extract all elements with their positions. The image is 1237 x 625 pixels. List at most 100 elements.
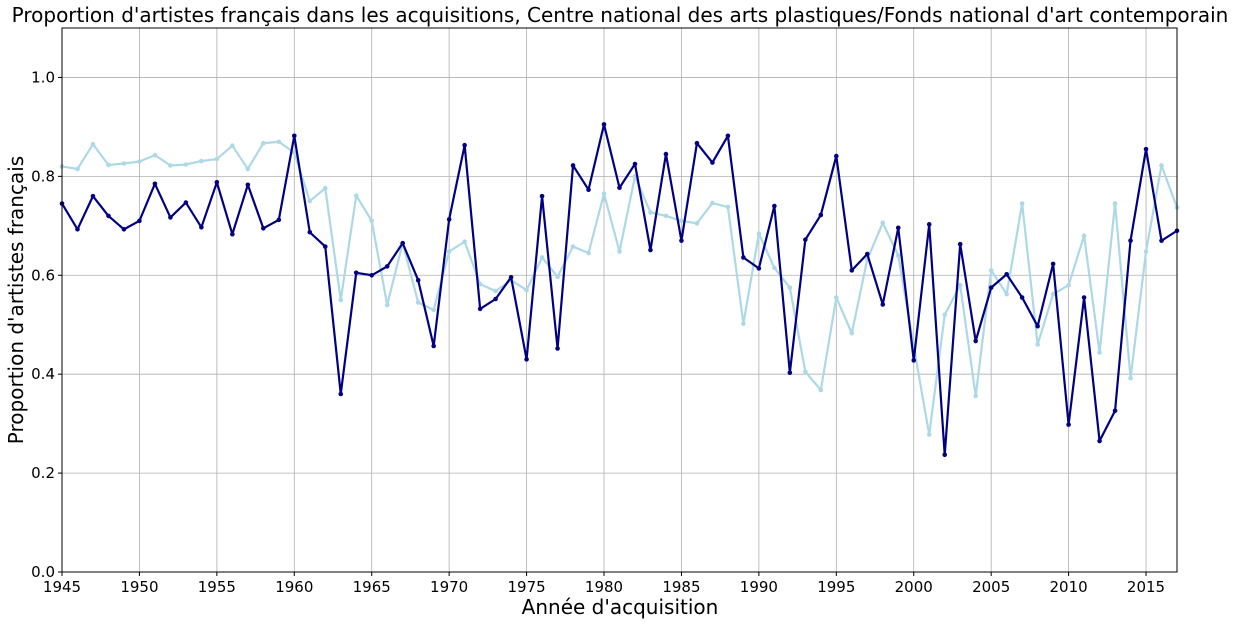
series-2-point [539,193,545,199]
series-1-point [307,198,313,204]
series-2-point [849,268,855,273]
series-2-point [787,370,793,375]
series-2-point [353,270,359,276]
series-2-point [1004,271,1009,277]
x-tick-label: 1970 [430,578,468,596]
series-2-point [1143,146,1149,152]
series-2-point [199,225,204,230]
series-1-point [261,140,266,146]
series-1-point [384,302,390,308]
x-tick-label: 1985 [662,578,700,596]
y-tick-label: 0.2 [31,464,55,482]
series-1-point [1143,249,1149,254]
series-2-point [710,160,715,165]
y-tick-label: 0.6 [31,266,55,284]
y-tick-label: 0.4 [31,365,55,383]
series-1-point [245,166,251,172]
series-1-point [90,141,96,147]
series-2-point [1159,238,1164,243]
series-1-point [1035,342,1040,347]
y-axis-ticks: 0.0 0.2 0.4 0.6 0.8 1.0 [31,68,62,581]
series-2-point [555,346,560,351]
series-1-point [772,265,777,271]
series-1-point [415,300,421,305]
y-tick-label: 1.0 [31,68,55,86]
series-1-point [168,163,173,168]
x-tick-label: 1975 [507,578,545,596]
series-2-point [617,185,622,191]
series-2-point [632,161,638,167]
series-layer [59,122,1180,458]
y-tick-label: 0.8 [31,167,55,185]
series-2-point [75,226,80,232]
series-1-point [1081,233,1087,239]
series-1-point [322,185,328,191]
x-tick-label: 1995 [817,578,855,596]
series-1-point [431,307,436,313]
x-tick-label: 1990 [740,578,778,596]
grid [61,28,1177,573]
series-2-point [772,203,777,209]
series-2-point [895,225,901,231]
series-1-point [75,166,80,172]
series-1-point [895,253,901,258]
series-1-point [106,162,111,168]
series-1-point [1019,201,1025,206]
series-1-point [818,387,824,393]
series-1-point [973,393,978,399]
series-2-point [90,193,96,199]
series-2-point [462,142,467,148]
series-1-point [199,158,204,164]
series-1-point [1097,350,1102,355]
series-2-point [725,133,731,139]
series-2-point [1097,438,1102,444]
series-2-point [477,306,483,312]
series-2-point [1050,261,1056,267]
x-tick-label: 1945 [43,578,81,596]
series-1-point [1128,375,1133,381]
series-1-point [570,244,576,249]
series-2-point [152,181,158,187]
series-2-point [276,217,282,223]
x-tick-label: 1955 [198,578,236,596]
y-axis-label: Proportion d'artistes français [4,156,28,444]
series-2-point [322,244,328,249]
series-1-point [756,231,762,237]
series-1-point [586,250,591,256]
series-2-point [245,182,251,188]
series-1-point [183,162,189,167]
series-2-point [137,218,142,224]
x-tick-label: 1950 [120,578,158,596]
series-1-point [214,156,220,162]
series-1-point [725,204,731,210]
series-2-point [338,391,344,397]
series-2-point [818,212,824,218]
series-1-point [1112,201,1118,206]
series-1 [59,139,1180,437]
series-1-point [1066,282,1071,288]
series-1-point [787,285,793,290]
x-tick-label: 2000 [895,578,933,596]
series-1-point [1050,291,1056,297]
series-2-point [942,452,948,458]
series-1-point [493,288,498,294]
plot-frame [61,27,1178,573]
series-1-point [137,159,142,164]
series-2-point [230,231,235,237]
series-1-point [369,218,375,224]
series-2-point [663,151,669,157]
series-2-point [957,241,963,247]
series-2-point [741,255,746,260]
series-2-point [1128,238,1133,243]
series-2-point [508,274,514,280]
series-2-point [369,272,375,278]
x-tick-label: 1980 [585,578,623,596]
x-tick-label: 1960 [275,578,313,596]
series-2-point [261,225,266,231]
series-2-point [694,140,700,146]
y-tick-label: 0.0 [31,563,55,581]
series-1-point [617,249,622,254]
series-1-point [988,268,994,273]
series-1-point [834,295,839,300]
